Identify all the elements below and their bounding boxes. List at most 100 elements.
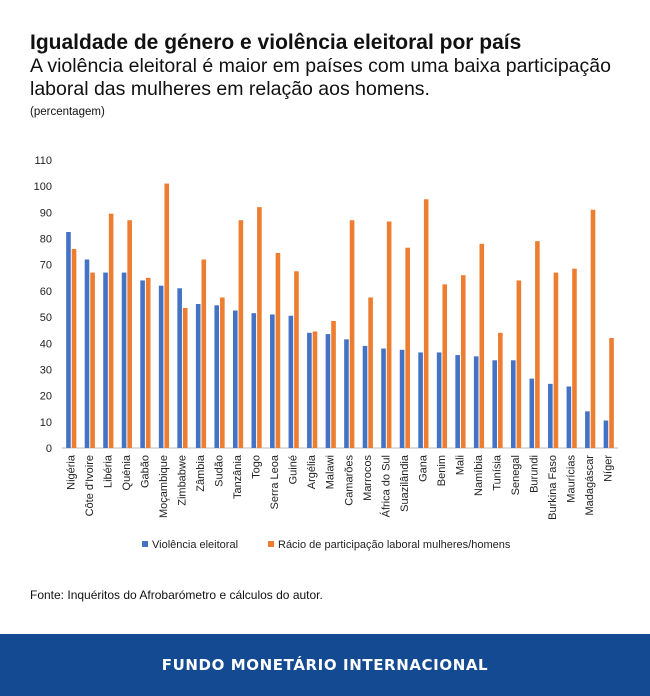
bar-racio-participacao	[553, 272, 559, 448]
x-tick-label: Tunísia	[492, 454, 504, 491]
bar-racio-participacao	[479, 243, 485, 448]
bar-violencia-eleitoral	[585, 411, 590, 448]
y-tick-label: 110	[34, 155, 52, 167]
x-tick-label: Zimbabwe	[176, 455, 188, 506]
x-tick-label: Libéria	[102, 454, 114, 488]
source-note: Fonte: Inquéritos do Afrobarómetro e cál…	[30, 588, 323, 602]
x-tick-label: Gabão	[139, 455, 151, 488]
bar-racio-participacao	[590, 209, 596, 448]
bar-violencia-eleitoral	[288, 315, 294, 448]
x-tick-label: Malawi	[325, 455, 337, 489]
bar-violencia-eleitoral	[84, 259, 90, 448]
bar-racio-participacao	[349, 220, 355, 448]
x-tick-label: Moçambique	[158, 455, 170, 518]
bar-violencia-eleitoral	[399, 349, 405, 448]
x-tick-label: Argélia	[306, 454, 318, 489]
bar-racio-participacao	[294, 271, 299, 448]
footer-organization: FUNDO MONETÁRIO INTERNACIONAL	[161, 656, 489, 674]
y-tick-label: 50	[40, 312, 52, 324]
legend-racio-participacao-swatch	[268, 541, 274, 547]
bar-violencia-eleitoral	[492, 360, 498, 448]
x-tick-label: Namíbia	[473, 454, 485, 496]
bar-racio-participacao	[460, 275, 466, 448]
bar-racio-participacao	[386, 221, 392, 448]
bar-racio-participacao	[275, 252, 281, 448]
bar-racio-participacao	[71, 249, 77, 448]
x-tick-label: Côte d'Ivoire	[84, 455, 96, 516]
x-tick-label: Burkina Faso	[547, 455, 559, 520]
bar-racio-participacao	[442, 284, 448, 448]
x-tick-label: Marrocos	[362, 455, 374, 501]
footer-banner: FUNDO MONETÁRIO INTERNACIONAL	[0, 634, 650, 696]
bar-violencia-eleitoral	[66, 232, 71, 448]
bar-racio-participacao	[405, 247, 410, 448]
x-tick-label: Maurícias	[566, 455, 578, 503]
bar-racio-participacao	[182, 307, 188, 448]
x-tick-label: Guiné	[288, 455, 300, 484]
bar-violencia-eleitoral	[140, 280, 145, 448]
bar-violencia-eleitoral	[473, 356, 479, 448]
chart-subtitle: A violência eleitoral é maior em países …	[30, 55, 611, 100]
bar-violencia-eleitoral	[232, 310, 238, 448]
unit-label: (percentagem)	[30, 106, 105, 118]
chart-title: Igualdade de género e violência eleitora…	[30, 31, 522, 54]
bar-violencia-eleitoral	[529, 378, 535, 448]
bar-racio-participacao	[312, 331, 318, 448]
bar-racio-participacao	[609, 338, 614, 448]
bar-racio-participacao	[238, 220, 244, 448]
x-tick-label: Suazilândia	[399, 454, 411, 512]
bar-violencia-eleitoral	[510, 360, 516, 448]
legend-racio-participacao: Rácio de participação laboral mulheres/h…	[278, 539, 511, 551]
x-tick-label: Quénia	[121, 454, 133, 490]
x-tick-label: Burundi	[529, 455, 541, 493]
bar-violencia-eleitoral	[270, 314, 275, 448]
bar-violencia-eleitoral	[436, 352, 442, 448]
y-tick-label: 80	[40, 234, 52, 246]
legend-violencia-eleitoral-swatch	[142, 541, 148, 547]
bar-chart: 0 10 20 30 40 50 60 70 80 90 100 110 Nigéria Côte d'I…	[34, 155, 618, 551]
bar-violencia-eleitoral	[325, 334, 331, 448]
bar-violencia-eleitoral	[158, 285, 164, 448]
x-tick-label: Nigéria	[65, 454, 77, 490]
y-tick-label: 60	[40, 286, 52, 298]
bar-racio-participacao	[423, 199, 429, 448]
y-tick-label: 0	[46, 443, 52, 455]
bar-violencia-eleitoral	[566, 386, 572, 448]
bar-racio-participacao	[535, 241, 540, 448]
bar-racio-participacao	[516, 280, 522, 448]
bar-racio-participacao	[108, 213, 114, 448]
x-tick-label: Madagáscar	[584, 455, 596, 516]
bar-violencia-eleitoral	[603, 420, 609, 448]
bar-violencia-eleitoral	[103, 272, 108, 448]
x-tick-label: Camarões	[343, 455, 355, 506]
y-tick-label: 90	[40, 207, 52, 219]
bar-racio-participacao	[220, 297, 225, 448]
x-tick-label: Sudão	[214, 455, 226, 487]
x-tick-label: Togo	[251, 455, 263, 479]
bar-racio-participacao	[368, 297, 373, 448]
bar-violencia-eleitoral	[455, 355, 460, 448]
bar-violencia-eleitoral	[214, 305, 220, 448]
y-tick-label: 100	[34, 181, 52, 193]
bar-violencia-eleitoral	[307, 332, 312, 448]
x-tick-label: Benim	[436, 455, 448, 486]
x-tick-label: Zâmbia	[195, 454, 207, 492]
bar-violencia-eleitoral	[362, 345, 368, 448]
legend-violencia-eleitoral: Violência eleitoral	[152, 539, 238, 551]
bar-racio-participacao	[572, 268, 577, 448]
bar-violencia-eleitoral	[418, 352, 423, 448]
x-tick-label: Serra Leoa	[269, 454, 281, 509]
x-tick-label: África do Sul	[379, 455, 392, 517]
bar-racio-participacao	[127, 220, 132, 448]
bar-racio-participacao	[201, 259, 207, 448]
x-tick-label: Mali	[454, 455, 466, 475]
bar-racio-participacao	[331, 321, 336, 448]
bar-violencia-eleitoral	[121, 272, 127, 448]
x-tick-label: Níger	[603, 455, 615, 482]
y-tick-label: 40	[40, 338, 52, 350]
bar-racio-participacao	[257, 207, 262, 448]
bar-violencia-eleitoral	[381, 348, 386, 448]
bar-violencia-eleitoral	[251, 313, 257, 448]
bar-racio-participacao	[498, 332, 503, 448]
bar-racio-participacao	[164, 183, 170, 448]
